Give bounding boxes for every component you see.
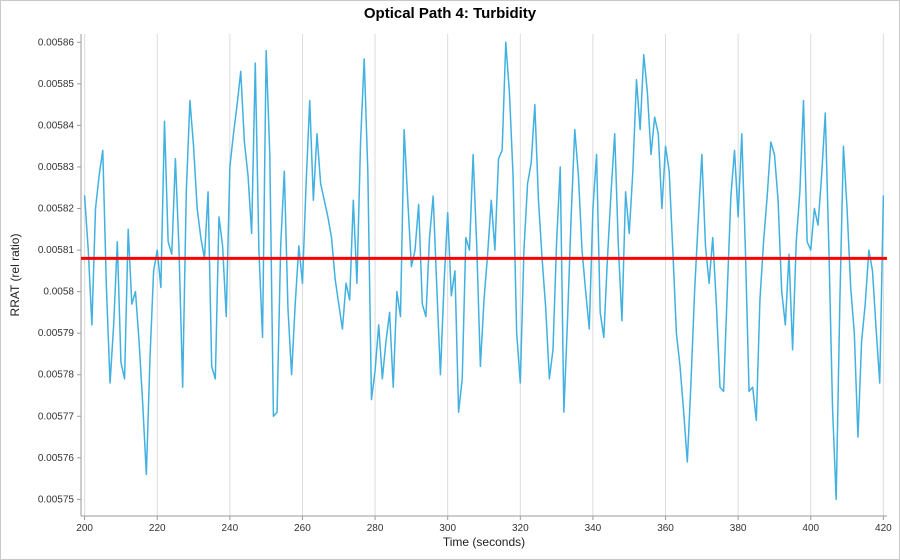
x-axis-label: Time (seconds) [442,535,526,549]
turbidity-line [83,41,885,501]
y-tick-label: 0.0058 [43,287,74,298]
y-tick-label: 0.00581 [38,245,75,256]
y-tick-label: 0.00579 [38,328,75,339]
y-tick-label: 0.00576 [38,453,75,464]
x-tick-label: 420 [875,523,892,534]
x-tick-label: 360 [657,523,674,534]
x-tick-label: 380 [730,523,747,534]
x-tick-label: 200 [76,523,93,534]
x-tick-label: 260 [294,523,311,534]
y-tick-label: 0.00582 [38,204,75,215]
y-tick-label: 0.00586 [38,37,75,48]
x-tick-label: 280 [367,523,384,534]
y-tick-label: 0.00585 [38,79,75,90]
chart-title: Optical Path 4: Turbidity [363,5,537,22]
x-tick-label: 300 [439,523,456,534]
x-tick-label: 340 [585,523,602,534]
y-tick-label: 0.00575 [38,494,75,505]
y-axis-label: RRAT (rel ratio) [8,233,22,317]
x-tick-label: 220 [149,523,166,534]
y-tick-label: 0.00583 [38,162,75,173]
x-tick-label: 320 [512,523,529,534]
y-tick-label: 0.00578 [38,370,75,381]
y-tick-label: 0.00584 [38,120,75,131]
x-tick-label: 400 [802,523,819,534]
x-tick-label: 240 [222,523,239,534]
y-tick-label: 0.00577 [38,411,75,422]
